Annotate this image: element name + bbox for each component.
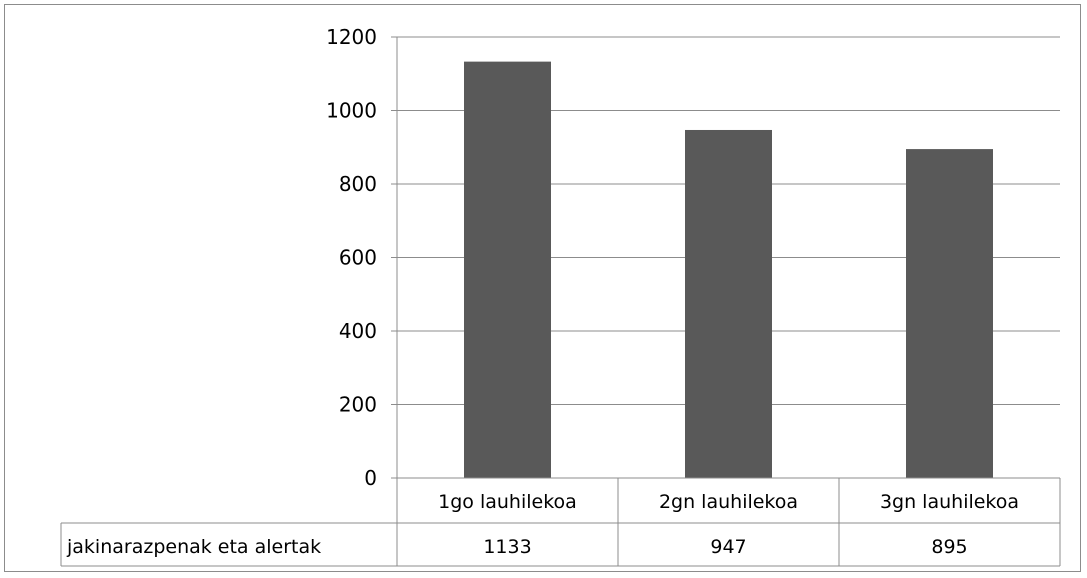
axes: [391, 36, 398, 479]
bar: [685, 129, 772, 479]
bars: [464, 61, 993, 479]
data-value-label: 1133: [483, 536, 531, 558]
y-tick-label: 400: [339, 319, 377, 343]
y-tick-label: 600: [339, 246, 377, 270]
bar: [906, 149, 993, 478]
data-value-label: 947: [710, 536, 746, 558]
data-value-label: 895: [931, 536, 967, 558]
category-label: 2gn lauhilekoa: [659, 491, 798, 513]
bar: [464, 61, 551, 479]
y-tick-label: 0: [364, 466, 377, 490]
y-tick-label: 800: [339, 172, 377, 196]
category-label: 3gn lauhilekoa: [880, 491, 1019, 513]
tick-labels: 0 200 400 600 800 1000 1200: [326, 25, 377, 490]
y-tick-label: 1000: [326, 99, 377, 123]
category-label: 1go lauhilekoa: [438, 491, 577, 513]
y-tick-label: 200: [339, 393, 377, 417]
series-name-label: jakinarazpenak eta alertak: [66, 536, 321, 558]
data-table: 1go lauhilekoa 2gn lauhilekoa 3gn lauhilek…: [60, 477, 1061, 567]
y-tick-label: 1200: [326, 25, 377, 49]
